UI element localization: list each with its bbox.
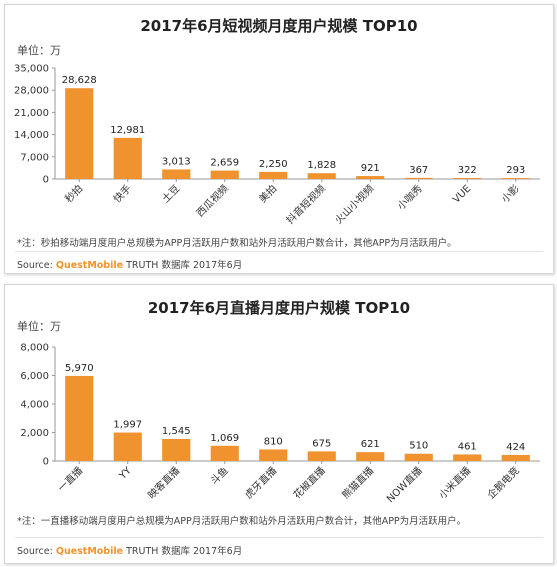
- bar-value-label: 921: [361, 163, 380, 174]
- bar-value-label: 461: [458, 441, 477, 452]
- bar: [113, 137, 142, 179]
- divider: [15, 537, 543, 538]
- x-category-label: 抖音短视频: [283, 182, 328, 227]
- y-tick-label: 6,000: [20, 371, 49, 382]
- x-category-label: 小米直播: [436, 464, 473, 501]
- bar-value-label: 3,013: [162, 156, 191, 167]
- chart-title: 2017年6月直播月度用户规模 TOP10: [147, 299, 411, 317]
- x-category-label: NOW直播: [384, 464, 425, 505]
- chart-source: Source: QuestMobile TRUTH 数据库 2017年6月: [17, 543, 242, 557]
- unit-label: 单位：万: [17, 320, 61, 333]
- source-prefix: Source:: [17, 260, 53, 271]
- short-video-bar-chart: 0 7,000 14,000 21,000 28,000 35,000 28,628 秒拍 12…: [14, 64, 540, 227]
- x-category-label: 小咖秀: [395, 183, 425, 213]
- bar-value-label: 675: [312, 438, 331, 449]
- y-tick-label: 4,000: [20, 400, 49, 411]
- bar: [259, 449, 288, 461]
- y-tick-label: 7,000: [20, 152, 49, 163]
- chart-title: 2017年6月短视频月度用户规模 TOP10: [140, 17, 418, 35]
- bar: [501, 178, 530, 179]
- bar: [259, 171, 288, 179]
- x-category-label: 秒拍: [62, 182, 85, 205]
- x-category-label: 火山小视频: [332, 182, 377, 227]
- x-category-label: 映客直播: [145, 464, 182, 501]
- bar-value-label: 367: [409, 165, 428, 176]
- bar: [356, 452, 385, 461]
- bar-value-label: 12,981: [110, 125, 145, 136]
- y-tick-label: 8,000: [20, 343, 49, 354]
- divider: [15, 251, 543, 252]
- x-category-label: 小影: [499, 183, 522, 206]
- bar: [65, 88, 94, 179]
- bar: [65, 375, 94, 461]
- chart-source: Source: QuestMobile TRUTH 数据库 2017年6月: [17, 257, 242, 271]
- y-tick-label: 2,000: [20, 428, 49, 439]
- bar-value-label: 5,970: [65, 363, 94, 374]
- x-category-label: 土豆: [159, 182, 182, 205]
- bar: [162, 438, 191, 461]
- x-category-label: 斗鱼: [208, 464, 231, 487]
- bar-value-label: 1,069: [210, 433, 239, 444]
- y-tick-label: 0: [43, 457, 49, 468]
- source-brand: QuestMobile: [55, 260, 124, 271]
- bar-value-label: 28,628: [62, 75, 97, 86]
- bar-value-label: 293: [506, 165, 525, 176]
- chart-note: *注：秒拍移动端月度用户总规模为APP月活跃用户数和站外月活跃用户数合计，其他A…: [17, 238, 457, 249]
- live-streaming-chart-panel: 2017年6月直播月度用户规模 TOP10 单位：万 0 2,000 4,000 6,…: [4, 284, 554, 564]
- source-prefix: Source:: [17, 546, 53, 557]
- source-suffix: TRUTH 数据库 2017年6月: [126, 546, 243, 557]
- x-category-label: 熊猫直播: [339, 464, 376, 501]
- bar-value-label: 322: [458, 165, 477, 176]
- bar: [307, 173, 336, 179]
- x-category-label: 虎牙直播: [242, 464, 279, 501]
- bar: [453, 177, 482, 179]
- bar-value-label: 2,659: [210, 158, 239, 169]
- x-category-label: 企鹅电竞: [484, 464, 521, 501]
- bar-value-label: 1,997: [113, 420, 142, 431]
- bar: [113, 432, 142, 461]
- chart-note: *注：一直播移动端月度用户总规模为APP月活跃用户数和站外月活跃用户数合计，其他…: [17, 516, 467, 527]
- y-tick-label: 0: [43, 175, 49, 186]
- x-category-label: YY: [117, 465, 135, 483]
- source-suffix: TRUTH 数据库 2017年6月: [126, 260, 243, 271]
- bar: [210, 170, 239, 179]
- x-category-label: 西瓜视频: [193, 182, 230, 219]
- x-category-label: 一直播: [55, 464, 85, 494]
- unit-label: 单位：万: [17, 44, 61, 57]
- bar: [162, 169, 191, 179]
- bar: [404, 453, 433, 461]
- bar-value-label: 2,250: [259, 159, 288, 170]
- y-tick-label: 35,000: [14, 64, 49, 75]
- bar: [453, 454, 482, 461]
- bar: [307, 451, 336, 461]
- x-category-label: 快手: [111, 182, 134, 205]
- bar: [210, 445, 239, 461]
- x-category-label: 美拍: [256, 182, 279, 205]
- bar-value-label: 1,828: [307, 160, 336, 171]
- y-tick-label: 21,000: [14, 108, 49, 119]
- bar-value-label: 424: [506, 442, 525, 453]
- bar: [356, 176, 385, 179]
- x-category-label: VUE: [451, 183, 473, 205]
- y-tick-label: 28,000: [14, 86, 49, 97]
- y-tick-label: 14,000: [14, 130, 49, 141]
- bar-value-label: 510: [409, 441, 428, 452]
- short-video-chart-panel: 2017年6月短视频月度用户规模 TOP10 单位：万 0 7,000 14,000…: [4, 4, 554, 274]
- bar-value-label: 1,545: [162, 426, 191, 437]
- bar: [501, 454, 530, 461]
- live-streaming-bar-chart: 0 2,000 4,000 6,000 8,000 5,970 一直播 1,997 YY 1,54…: [20, 343, 540, 505]
- bar-value-label: 810: [264, 436, 283, 447]
- bar-value-label: 621: [361, 439, 380, 450]
- bar: [404, 177, 433, 179]
- x-category-label: 花椒直播: [290, 464, 327, 501]
- source-brand: QuestMobile: [55, 546, 124, 557]
